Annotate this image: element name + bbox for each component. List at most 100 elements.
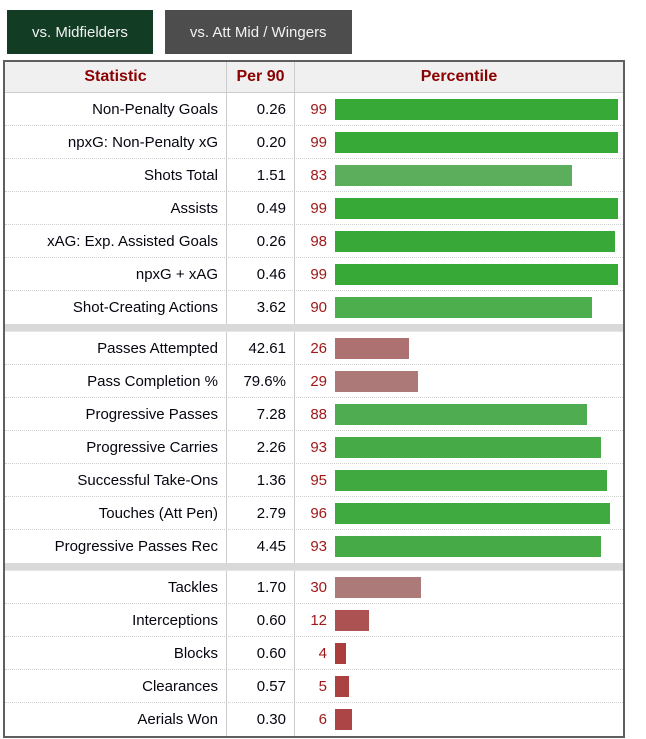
per90-value: 3.62 bbox=[227, 291, 295, 324]
percentile-cell: 88 bbox=[295, 398, 623, 430]
col-header-statistic: Statistic bbox=[5, 62, 227, 92]
table-row: npxG: Non-Penalty xG 0.20 99 bbox=[5, 126, 623, 159]
percentile-bar bbox=[335, 536, 601, 557]
percentile-bar bbox=[335, 164, 572, 186]
percentile-cell: 12 bbox=[295, 604, 623, 636]
percentile-cell: 83 bbox=[295, 159, 623, 191]
table-header-row: Statistic Per 90 Percentile bbox=[5, 62, 623, 93]
tab-bar: vs. Midfielders vs. Att Mid / Wingers bbox=[0, 0, 646, 54]
stat-label: xAG: Exp. Assisted Goals bbox=[5, 225, 227, 257]
percentile-cell: 5 bbox=[295, 670, 623, 702]
col-header-percentile: Percentile bbox=[420, 68, 498, 85]
percentile-cell: 90 bbox=[295, 291, 623, 324]
table-row: Assists 0.49 99 bbox=[5, 192, 623, 225]
percentile-bar bbox=[335, 297, 592, 318]
percentile-bar bbox=[335, 469, 607, 491]
percentile-bar bbox=[335, 709, 352, 730]
percentile-value: 99 bbox=[310, 133, 327, 151]
percentile-value: 98 bbox=[310, 232, 327, 250]
percentile-bar bbox=[335, 642, 346, 664]
per90-value: 0.49 bbox=[227, 192, 295, 224]
percentile-value: 83 bbox=[310, 166, 327, 184]
percentile-bar bbox=[335, 337, 409, 359]
percentile-value: 99 bbox=[310, 265, 327, 283]
percentile-cell: 93 bbox=[295, 530, 623, 563]
stat-label: Assists bbox=[5, 192, 227, 224]
percentile-cell: 99 bbox=[295, 93, 623, 125]
percentile-bar bbox=[335, 436, 601, 458]
table-row: Shot-Creating Actions 3.62 90 bbox=[5, 291, 623, 324]
percentile-bar bbox=[335, 502, 610, 524]
table-row: Blocks 0.60 4 bbox=[5, 637, 623, 670]
table-row: npxG + xAG 0.46 99 bbox=[5, 258, 623, 291]
percentile-bar bbox=[335, 403, 587, 425]
per90-value: 0.26 bbox=[227, 225, 295, 257]
tab-vs-midfielders[interactable]: vs. Midfielders bbox=[7, 10, 153, 54]
percentile-bar bbox=[335, 98, 618, 120]
stat-label: Non-Penalty Goals bbox=[5, 93, 227, 125]
percentile-value: 26 bbox=[310, 339, 327, 357]
percentile-cell: 29 bbox=[295, 365, 623, 397]
percentile-bar bbox=[335, 131, 618, 153]
percentile-value: 99 bbox=[310, 199, 327, 217]
per90-value: 0.30 bbox=[227, 703, 295, 736]
tab-vs-att-mid-wingers[interactable]: vs. Att Mid / Wingers bbox=[164, 10, 352, 54]
table-section-attacking: Non-Penalty Goals 0.26 99 npxG: Non-Pena… bbox=[5, 93, 623, 324]
stat-label: Touches (Att Pen) bbox=[5, 497, 227, 529]
stat-label: npxG + xAG bbox=[5, 258, 227, 290]
per90-value: 0.57 bbox=[227, 670, 295, 702]
section-divider bbox=[5, 563, 623, 571]
percentile-value: 88 bbox=[310, 405, 327, 423]
per90-value: 0.60 bbox=[227, 637, 295, 669]
percentile-cell: 99 bbox=[295, 126, 623, 158]
percentile-bar bbox=[335, 197, 618, 219]
per90-value: 1.51 bbox=[227, 159, 295, 191]
per90-value: 0.60 bbox=[227, 604, 295, 636]
percentile-cell: 99 bbox=[295, 258, 623, 290]
percentile-value: 30 bbox=[310, 578, 327, 596]
percentile-cell: 93 bbox=[295, 431, 623, 463]
per90-value: 79.6% bbox=[227, 365, 295, 397]
table-row: Clearances 0.57 5 bbox=[5, 670, 623, 703]
stat-label: Successful Take-Ons bbox=[5, 464, 227, 496]
per90-value: 2.79 bbox=[227, 497, 295, 529]
percentile-cell: 99 bbox=[295, 192, 623, 224]
percentile-value: 99 bbox=[310, 100, 327, 118]
table-body: Non-Penalty Goals 0.26 99 npxG: Non-Pena… bbox=[5, 93, 623, 736]
stat-label: Pass Completion % bbox=[5, 365, 227, 397]
per90-value: 2.26 bbox=[227, 431, 295, 463]
percentile-value: 93 bbox=[310, 538, 327, 555]
percentile-value: 90 bbox=[310, 299, 327, 316]
table-section-defending: Tackles 1.70 30 Interceptions 0.60 12 Bl… bbox=[5, 571, 623, 736]
percentile-value: 93 bbox=[310, 438, 327, 456]
table-row: Progressive Passes Rec 4.45 93 bbox=[5, 530, 623, 563]
per90-value: 42.61 bbox=[227, 332, 295, 364]
table-row: Aerials Won 0.30 6 bbox=[5, 703, 623, 736]
stat-label: npxG: Non-Penalty xG bbox=[5, 126, 227, 158]
stat-label: Interceptions bbox=[5, 604, 227, 636]
table-row: xAG: Exp. Assisted Goals 0.26 98 bbox=[5, 225, 623, 258]
table-row: Shots Total 1.51 83 bbox=[5, 159, 623, 192]
percentile-bar bbox=[335, 230, 615, 252]
table-row: Pass Completion % 79.6% 29 bbox=[5, 365, 623, 398]
table-section-possession: Passes Attempted 42.61 26 Pass Completio… bbox=[5, 332, 623, 563]
table-row: Successful Take-Ons 1.36 95 bbox=[5, 464, 623, 497]
per90-value: 1.36 bbox=[227, 464, 295, 496]
percentile-cell: 96 bbox=[295, 497, 623, 529]
percentile-value: 6 bbox=[318, 711, 327, 728]
per90-value: 7.28 bbox=[227, 398, 295, 430]
stat-label: Shots Total bbox=[5, 159, 227, 191]
percentile-bar bbox=[335, 609, 369, 631]
table-row: Progressive Carries 2.26 93 bbox=[5, 431, 623, 464]
percentile-cell: 6 bbox=[295, 703, 623, 736]
stat-label: Progressive Passes Rec bbox=[5, 530, 227, 563]
scouting-report-table: Statistic Per 90 Percentile Non-Penalty … bbox=[3, 60, 625, 738]
stat-label: Tackles bbox=[5, 571, 227, 603]
percentile-value: 5 bbox=[318, 677, 327, 695]
per90-value: 4.45 bbox=[227, 530, 295, 563]
percentile-value: 29 bbox=[310, 372, 327, 390]
stat-label: Blocks bbox=[5, 637, 227, 669]
table-row: Interceptions 0.60 12 bbox=[5, 604, 623, 637]
stat-label: Shot-Creating Actions bbox=[5, 291, 227, 324]
table-row: Progressive Passes 7.28 88 bbox=[5, 398, 623, 431]
